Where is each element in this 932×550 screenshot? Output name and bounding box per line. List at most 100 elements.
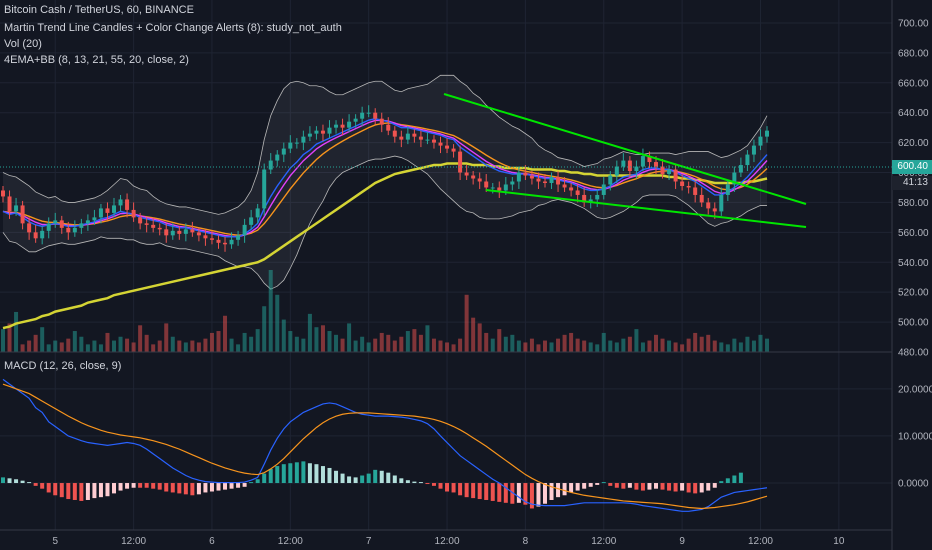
- candle-body[interactable]: [680, 181, 685, 186]
- candle-body[interactable]: [595, 194, 600, 200]
- candle-body[interactable]: [575, 190, 580, 195]
- candle-body[interactable]: [471, 175, 476, 179]
- candle-body[interactable]: [627, 160, 632, 172]
- candle-body[interactable]: [516, 172, 521, 182]
- candle-body[interactable]: [255, 208, 260, 218]
- candle-body[interactable]: [582, 194, 587, 203]
- candle-body[interactable]: [542, 181, 547, 183]
- candle-body[interactable]: [379, 118, 384, 125]
- candle-body[interactable]: [72, 227, 77, 233]
- candle-body[interactable]: [307, 133, 312, 137]
- study-volume[interactable]: Vol (20): [4, 38, 42, 50]
- candle-body[interactable]: [562, 184, 567, 188]
- candle-body[interactable]: [712, 208, 717, 212]
- candle-body[interactable]: [654, 162, 658, 167]
- candle-body[interactable]: [125, 199, 130, 210]
- candle-body[interactable]: [7, 196, 12, 212]
- candle-body[interactable]: [366, 112, 371, 114]
- candle-body[interactable]: [647, 156, 652, 163]
- candle-body[interactable]: [634, 166, 639, 172]
- candle-body[interactable]: [536, 178, 541, 182]
- candle-body[interactable]: [1, 190, 5, 197]
- candle-body[interactable]: [667, 169, 672, 175]
- candle-body[interactable]: [216, 239, 221, 243]
- candle-body[interactable]: [405, 133, 410, 140]
- candle-body[interactable]: [686, 185, 691, 188]
- candle-body[interactable]: [392, 130, 397, 137]
- candle-body[interactable]: [412, 133, 417, 137]
- candle-body[interactable]: [268, 160, 273, 170]
- candle-body[interactable]: [196, 232, 201, 236]
- candle-body[interactable]: [660, 166, 665, 175]
- candle-body[interactable]: [425, 139, 430, 141]
- ema-55-line[interactable]: [2, 162, 768, 330]
- candle-body[interactable]: [725, 184, 730, 195]
- candle-body[interactable]: [347, 121, 352, 128]
- candle-body[interactable]: [445, 145, 450, 149]
- study-martin-trend-line[interactable]: Martin Trend Line Candles + Color Change…: [4, 22, 342, 34]
- candle-body[interactable]: [229, 239, 234, 245]
- candle-body[interactable]: [236, 235, 241, 240]
- candle-body[interactable]: [203, 235, 208, 239]
- lower-trendline[interactable]: [485, 189, 807, 228]
- candle-body[interactable]: [288, 142, 293, 149]
- candle-body[interactable]: [314, 130, 319, 134]
- macd-signal-line[interactable]: [2, 383, 768, 510]
- study-macd[interactable]: MACD (12, 26, close, 9): [4, 360, 122, 372]
- candle-body[interactable]: [301, 136, 306, 143]
- candle-body[interactable]: [79, 223, 84, 228]
- candle-body[interactable]: [40, 230, 45, 239]
- candle-body[interactable]: [33, 232, 38, 239]
- candle-body[interactable]: [745, 154, 750, 166]
- candle-body[interactable]: [418, 136, 423, 140]
- candle-body[interactable]: [53, 220, 58, 224]
- candle-body[interactable]: [484, 181, 489, 188]
- candle-body[interactable]: [164, 229, 169, 236]
- candle-body[interactable]: [157, 227, 162, 230]
- candle-body[interactable]: [327, 127, 332, 134]
- candle-body[interactable]: [510, 181, 515, 185]
- candle-body[interactable]: [490, 187, 495, 189]
- candle-body[interactable]: [275, 154, 280, 161]
- candle-body[interactable]: [438, 142, 443, 146]
- candle-body[interactable]: [151, 224, 156, 228]
- study-4ema-bb[interactable]: 4EMA+BB (8, 13, 21, 55, 20, close, 2): [4, 54, 189, 66]
- candlesticks[interactable]: [1, 105, 770, 252]
- candle-body[interactable]: [386, 124, 391, 131]
- candle-body[interactable]: [281, 148, 286, 155]
- ema-8-line[interactable]: [2, 117, 768, 238]
- candle-body[interactable]: [503, 184, 508, 191]
- macd-axis[interactable]: 20.0000 10.0000 0.0000: [898, 384, 932, 489]
- candle-body[interactable]: [59, 220, 64, 228]
- candle-body[interactable]: [46, 223, 51, 231]
- candle-body[interactable]: [719, 194, 724, 212]
- candle-body[interactable]: [765, 130, 770, 137]
- candle-body[interactable]: [105, 208, 110, 213]
- symbol-title[interactable]: Bitcoin Cash / TetherUS, 60, BINANCE: [4, 4, 194, 16]
- candle-body[interactable]: [223, 242, 228, 245]
- candle-body[interactable]: [27, 223, 32, 233]
- candle-body[interactable]: [334, 124, 339, 128]
- candle-body[interactable]: [451, 148, 456, 152]
- candle-body[interactable]: [242, 224, 247, 236]
- candle-body[interactable]: [92, 217, 97, 221]
- candle-body[interactable]: [14, 205, 19, 212]
- candle-body[interactable]: [66, 227, 71, 233]
- candle-body[interactable]: [732, 172, 737, 185]
- candle-body[interactable]: [144, 223, 149, 225]
- candle-body[interactable]: [209, 238, 214, 240]
- candle-body[interactable]: [608, 175, 613, 185]
- candle-body[interactable]: [640, 156, 645, 167]
- trendlines[interactable]: [443, 93, 807, 228]
- candle-body[interactable]: [112, 205, 117, 213]
- macd-line[interactable]: [2, 378, 768, 512]
- candle-body[interactable]: [758, 136, 763, 146]
- candle-body[interactable]: [170, 230, 175, 236]
- candle-body[interactable]: [738, 165, 743, 173]
- candle-body[interactable]: [399, 136, 404, 140]
- candle-body[interactable]: [177, 230, 182, 234]
- candle-body[interactable]: [183, 229, 188, 234]
- candle-body[interactable]: [190, 229, 195, 233]
